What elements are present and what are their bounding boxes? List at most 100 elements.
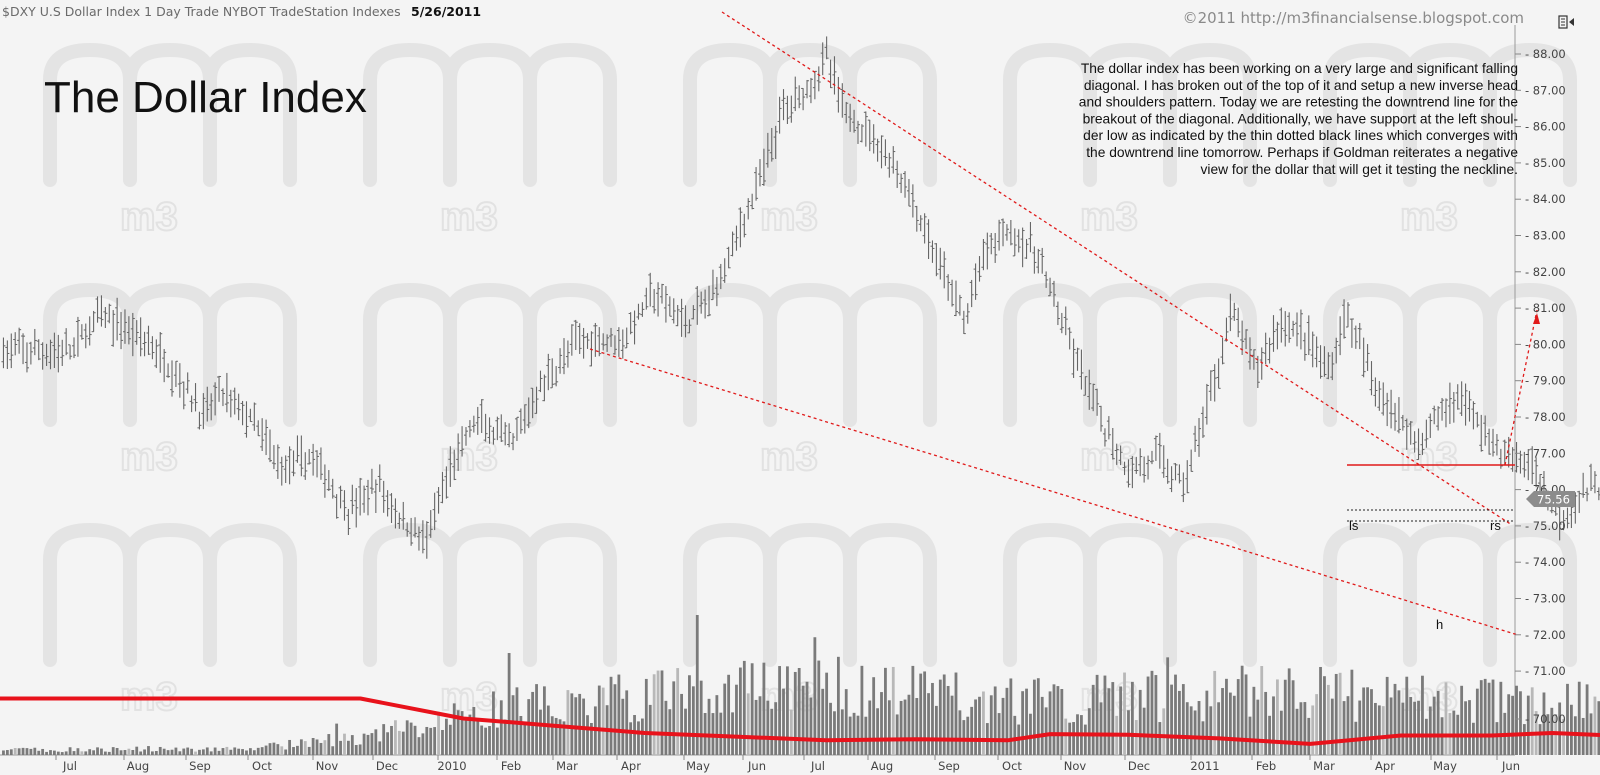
volume-bar: [175, 748, 178, 755]
price-bar: [633, 311, 637, 345]
volume-bar: [653, 674, 656, 755]
price-bar: [335, 494, 339, 519]
price-bar: [13, 332, 17, 355]
left-shoulder-label: ls: [1349, 518, 1359, 533]
volume-bar: [186, 748, 189, 755]
price-bar: [503, 422, 507, 445]
volume-bar: [888, 700, 891, 755]
volume-bar: [1566, 684, 1569, 755]
volume-bar: [1139, 690, 1142, 755]
volume-bar: [414, 726, 417, 755]
price-bar: [72, 337, 76, 358]
volume-bar: [167, 750, 170, 755]
price-bar: [260, 418, 264, 451]
price-bar: [382, 481, 386, 513]
watermark-mark: [690, 290, 930, 420]
price-bar: [1432, 406, 1436, 425]
volume-bar: [841, 709, 844, 755]
svg-text:$DXY U.S Dollar Index 1 Day: $DXY U.S Dollar Index 1 Day Trade NYBOT …: [2, 3, 481, 20]
price-bar: [809, 78, 813, 103]
price-bar: [288, 446, 292, 484]
price-bar: [829, 60, 833, 88]
volume-bar: [1154, 675, 1157, 755]
y-tick-label: - 73.00: [1525, 592, 1566, 606]
price-bar: [985, 233, 989, 270]
price-bar: [1213, 364, 1217, 401]
price-bar: [21, 333, 25, 364]
volume-bar: [1068, 723, 1071, 755]
price-bar: [1369, 361, 1373, 395]
volume-bar: [1582, 718, 1585, 755]
volume-bar: [876, 708, 879, 755]
price-bar: [542, 375, 546, 402]
price-bar: [915, 206, 919, 232]
volume-bar: [1300, 702, 1303, 755]
price-bar: [146, 326, 150, 355]
volume-bar: [555, 718, 558, 755]
price-bar: [362, 486, 366, 513]
volume-bar: [147, 746, 150, 755]
volume-bar: [1570, 705, 1573, 755]
x-tick-label: Feb: [1256, 759, 1276, 773]
price-bar: [76, 317, 80, 357]
volume-bar: [1511, 696, 1514, 755]
volume-bar: [429, 728, 432, 755]
volume-bar: [1358, 701, 1361, 755]
volume-bar: [441, 730, 444, 755]
volume-bar: [331, 746, 334, 755]
volume-bar: [323, 740, 326, 755]
volume-bar: [692, 686, 695, 755]
price-bar: [319, 447, 323, 479]
volume-bar: [962, 720, 965, 755]
price-bar: [1028, 222, 1032, 252]
volume-bar: [845, 689, 848, 755]
watermark-mark: [50, 290, 290, 420]
price-bar: [934, 243, 938, 276]
volume-bar: [88, 749, 91, 755]
volume-bar: [1488, 683, 1491, 755]
watermark-mark: [50, 530, 290, 660]
price-bar: [25, 342, 29, 372]
x-tick-label: May: [686, 759, 710, 773]
price-bar: [1060, 313, 1064, 333]
price-bar: [923, 213, 927, 243]
volume-bar: [1460, 686, 1463, 755]
volume-bar: [45, 752, 48, 755]
volume-bar: [6, 750, 9, 755]
price-bar: [1303, 333, 1307, 361]
volume-bar: [386, 732, 389, 755]
volume-bar: [735, 685, 738, 755]
price-bar: [938, 248, 942, 280]
price-bar: [629, 312, 633, 334]
volume-bar: [1256, 700, 1259, 755]
volume-bar: [1107, 688, 1110, 755]
price-bar: [1236, 308, 1240, 338]
x-tick-label: Jul: [810, 759, 825, 773]
annotation-line: and shoulders pattern. Today we are rete…: [1079, 95, 1519, 110]
volume-bar: [551, 716, 554, 755]
price-bar: [225, 373, 229, 412]
volume-bar: [1037, 678, 1040, 755]
volume-bar: [1578, 682, 1581, 755]
price-bar: [1436, 406, 1440, 430]
price-bar: [1201, 407, 1205, 438]
price-bar: [738, 207, 742, 247]
volume-bar: [1245, 674, 1248, 755]
annotation-line: view for the dollar that will get it tes…: [1201, 162, 1519, 177]
price-bar: [29, 342, 33, 365]
volume-bar: [849, 717, 852, 755]
volume-bar: [57, 752, 60, 755]
volume-bar: [480, 726, 483, 755]
price-bar: [1464, 384, 1468, 426]
volume-bar: [53, 751, 56, 755]
y-axis-ticks: - 88.00- 87.00- 86.00- 85.00- 84.00- 83.…: [1515, 47, 1566, 726]
price-bar: [880, 135, 884, 168]
price-bar: [754, 167, 758, 201]
volume-bar: [233, 747, 236, 755]
price-bar: [1393, 403, 1397, 431]
price-bar: [162, 349, 166, 382]
volume-bar: [672, 681, 675, 755]
panel-toggle-icon[interactable]: [1559, 16, 1574, 28]
volume-bar: [143, 749, 146, 755]
price-bar: [1389, 390, 1393, 429]
